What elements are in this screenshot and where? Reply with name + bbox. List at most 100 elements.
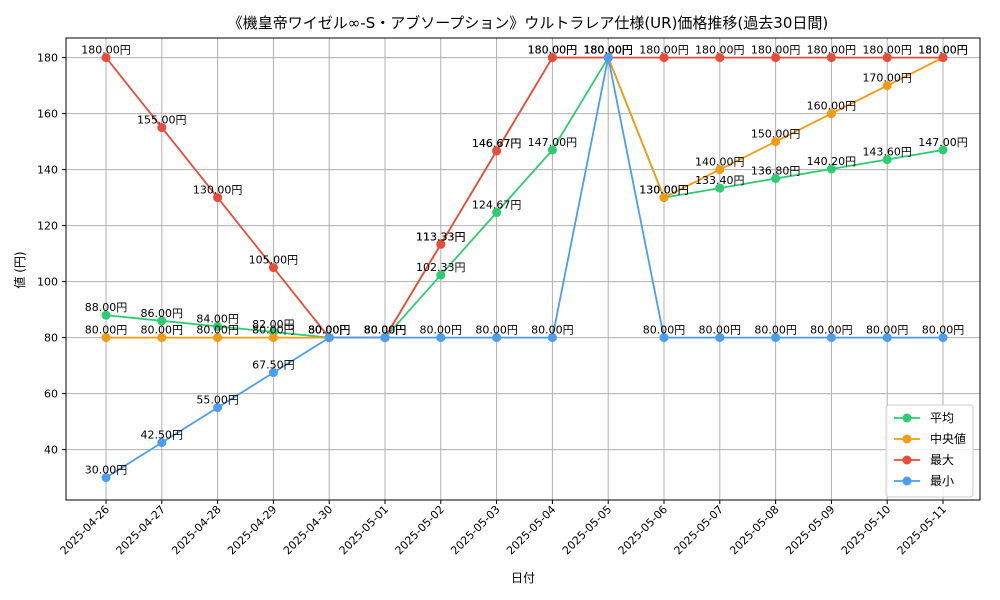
data-point: [213, 403, 223, 413]
data-point: [715, 165, 725, 175]
x-axis-label: 日付: [511, 571, 535, 585]
data-label: 80.00円: [308, 324, 351, 337]
data-label: 102.33円: [416, 261, 466, 274]
plot-frame: [65, 37, 981, 501]
data-label: 80.00円: [252, 324, 295, 337]
y-tick-label: 60: [44, 388, 58, 401]
y-tick-label: 80: [44, 332, 58, 345]
data-label: 86.00円: [141, 307, 184, 320]
data-label: 180.00円: [695, 44, 745, 57]
data-label: 170.00円: [862, 72, 912, 85]
data-label: 180.00円: [583, 44, 633, 57]
data-label: 180.00円: [583, 44, 633, 57]
data-point: [157, 123, 167, 133]
data-label: 180.00円: [807, 44, 857, 57]
data-label: 146.67円: [472, 137, 522, 150]
x-tick-label: 2025-04-26: [58, 503, 112, 557]
data-label: 130.00円: [193, 184, 243, 197]
data-point: [771, 53, 781, 63]
data-point: [157, 316, 167, 326]
data-point: [213, 333, 223, 343]
x-tick-label: 2025-05-07: [672, 503, 726, 557]
data-label: 180.00円: [81, 44, 131, 57]
series-3: [101, 53, 948, 483]
data-point: [882, 155, 892, 165]
x-tick-label: 2025-04-30: [281, 503, 335, 557]
data-label: 113.33円: [416, 230, 466, 243]
legend-marker: [902, 455, 912, 465]
data-label: 180.00円: [583, 44, 633, 57]
legend-marker: [902, 476, 912, 486]
data-label: 80.00円: [699, 324, 742, 337]
legend-label: 平均: [930, 411, 954, 425]
legend-entry: 中央値: [894, 431, 966, 446]
data-point: [715, 333, 725, 343]
data-label: 80.00円: [531, 324, 574, 337]
data-label: 80.00円: [475, 324, 518, 337]
y-tick-label: 160: [37, 108, 58, 121]
data-point: [268, 333, 278, 343]
legend-label: 中央値: [930, 431, 966, 446]
data-point: [715, 183, 725, 193]
series-line: [105, 57, 943, 479]
data-label: 147.00円: [918, 136, 968, 149]
data-label: 80.00円: [364, 324, 407, 337]
data-point: [882, 81, 892, 91]
data-point: [268, 368, 278, 378]
data-point: [547, 145, 557, 155]
data-label: 180.00円: [583, 44, 633, 57]
data-label: 140.00円: [695, 156, 745, 169]
data-label: 80.00円: [643, 324, 686, 337]
data-point: [771, 137, 781, 147]
data-point: [659, 193, 669, 203]
x-tick-label: 2025-05-06: [616, 503, 670, 557]
data-label: 80.00円: [308, 324, 351, 337]
data-label: 140.20円: [807, 155, 857, 168]
data-label: 30.00円: [85, 464, 128, 477]
data-point: [492, 146, 502, 156]
data-label: 105.00円: [249, 254, 299, 267]
data-labels: 88.00円 86.00円 84.00円 82.00円 80.00円 80.00円102.…: [81, 44, 968, 477]
data-label: 130.00円: [639, 184, 689, 197]
data-point: [101, 53, 111, 63]
legend-box: [885, 404, 974, 498]
data-label: 133.40円: [695, 174, 745, 187]
y-tick-label: 180: [37, 52, 58, 65]
x-tick-label: 2025-04-28: [169, 503, 223, 557]
y-tick-label: 120: [37, 220, 58, 233]
data-label: 80.00円: [364, 324, 407, 337]
data-label: 80.00円: [364, 324, 407, 337]
data-label: 180.00円: [918, 44, 968, 57]
series-0: [101, 53, 948, 343]
data-label: 180.00円: [862, 44, 912, 57]
data-point: [324, 333, 334, 343]
data-label: 80.00円: [308, 324, 351, 337]
data-point: [268, 263, 278, 273]
data-label: 80.00円: [196, 324, 239, 337]
data-point: [547, 53, 557, 63]
y-axis-label: 値 (円): [12, 251, 27, 288]
data-label: 180.00円: [639, 44, 689, 57]
data-point: [436, 270, 446, 280]
series-group: [101, 53, 948, 483]
data-point: [213, 321, 223, 331]
data-label: 80.00円: [85, 324, 128, 337]
data-point: [492, 333, 502, 343]
data-label: 130.00円: [639, 184, 689, 197]
data-label: 80.00円: [141, 324, 184, 337]
legend-marker: [902, 413, 912, 423]
data-point: [213, 193, 223, 203]
data-point: [771, 174, 781, 184]
data-point: [938, 333, 948, 343]
legend-entry: 最小: [894, 474, 954, 488]
y-axis: 40 60 80 100 120 140 160 180: [37, 52, 66, 457]
x-tick-label: 2025-04-27: [114, 503, 168, 557]
x-tick-label: 2025-05-01: [337, 503, 391, 557]
data-label: 67.50円: [252, 359, 295, 372]
data-point: [492, 208, 502, 218]
x-tick-label: 2025-05-08: [727, 503, 781, 557]
data-point: [938, 53, 948, 63]
data-point: [659, 53, 669, 63]
